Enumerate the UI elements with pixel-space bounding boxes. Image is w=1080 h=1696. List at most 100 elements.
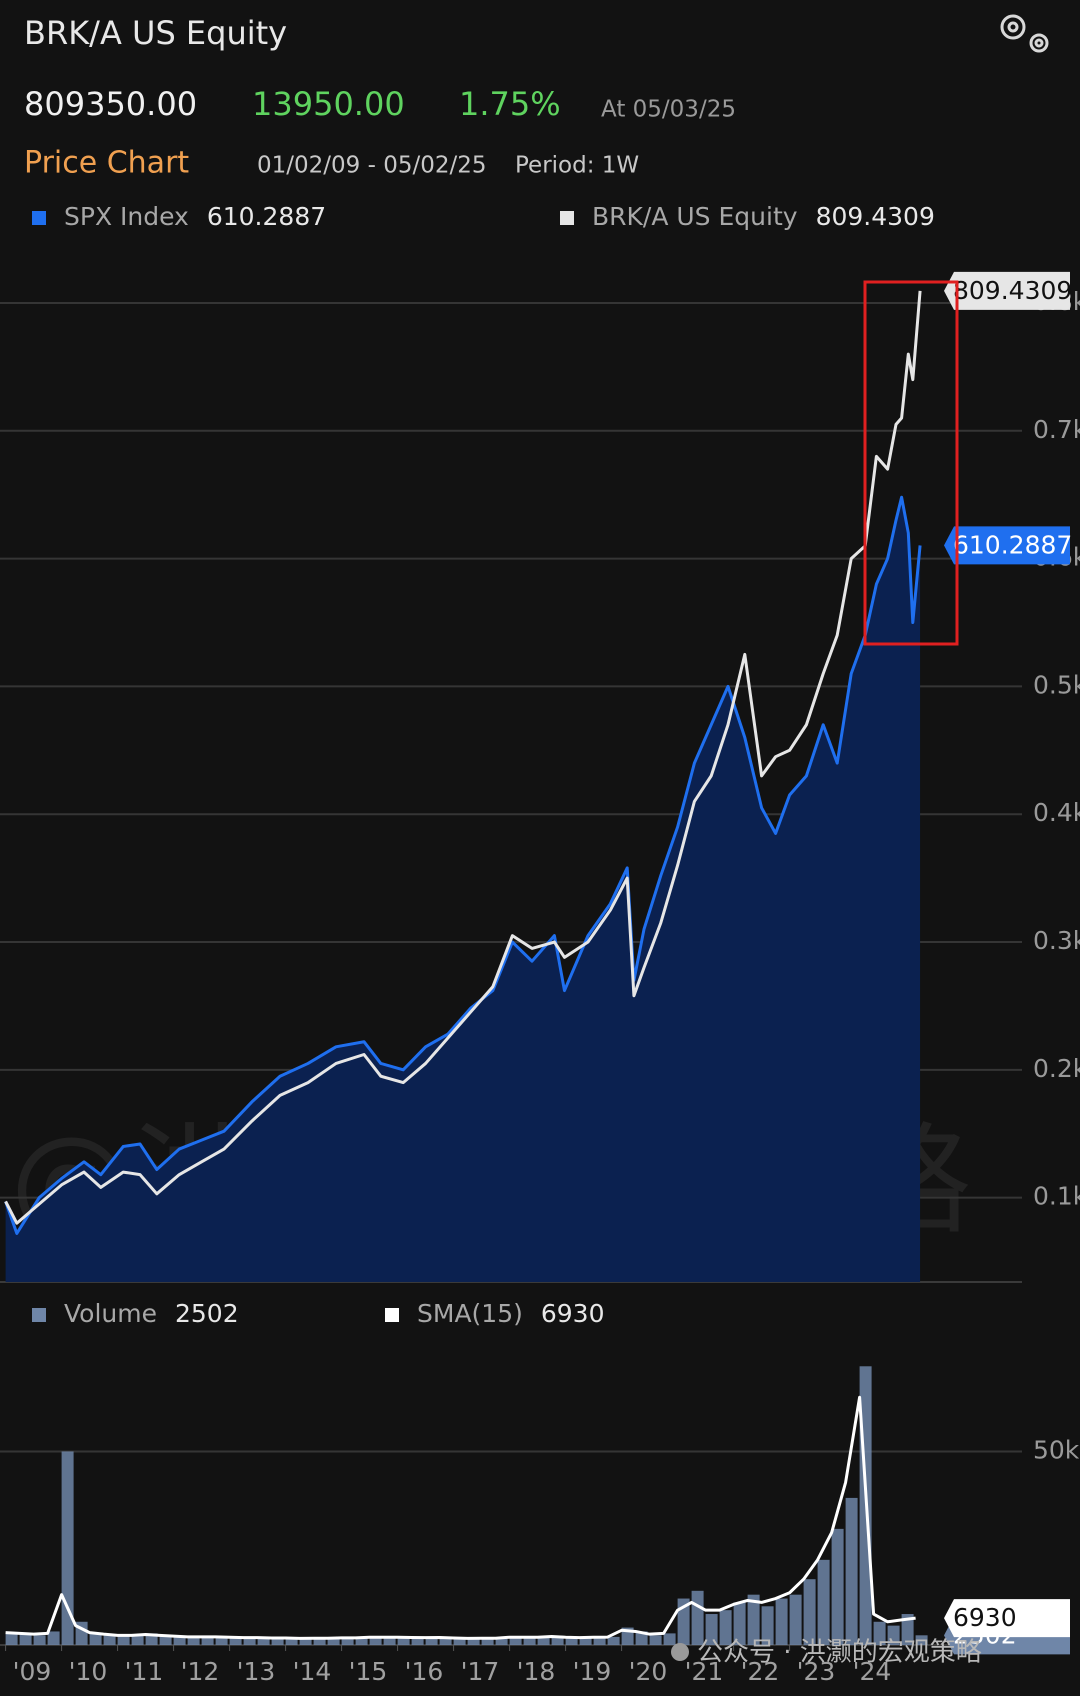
bar — [761, 1606, 774, 1645]
bar — [145, 1633, 158, 1645]
y-tick-label: 0.3k — [1033, 926, 1080, 955]
legend-label: SMA(15) — [417, 1299, 523, 1328]
y-tick-label: 0.2k — [1033, 1054, 1080, 1083]
bar — [439, 1637, 452, 1645]
period[interactable]: Period: 1W — [515, 153, 639, 179]
watermark-footer: 公众号 · 洪灏的宏观策略 — [697, 1638, 982, 1668]
date-range[interactable]: 01/02/09 - 05/02/25 — [257, 153, 487, 179]
bar — [355, 1638, 368, 1645]
x-tick-label: '22 — [741, 1657, 780, 1686]
bar — [593, 1637, 606, 1645]
x-tick-label: '20 — [629, 1657, 668, 1686]
bar — [411, 1637, 424, 1645]
bar — [481, 1638, 494, 1645]
legend-value: 2502 — [175, 1299, 239, 1328]
legend-value: 610.2887 — [207, 202, 326, 231]
bar — [453, 1638, 466, 1645]
y-tick-label: 0.4k — [1033, 798, 1080, 827]
bar — [425, 1638, 438, 1645]
last-price: 809350.00 — [24, 85, 197, 123]
bar — [33, 1635, 46, 1645]
x-tick-label: '15 — [349, 1657, 388, 1686]
bar — [887, 1625, 900, 1645]
value-tag-label: 610.2887 — [953, 530, 1072, 559]
bar — [5, 1633, 18, 1645]
bar — [551, 1635, 564, 1645]
x-tick-label: '17 — [461, 1657, 500, 1686]
bar — [383, 1637, 396, 1645]
bar — [215, 1636, 228, 1645]
bar — [733, 1602, 746, 1645]
y-tick-label: 0.1k — [1033, 1182, 1080, 1211]
value-tag-label: 809.4309 — [953, 276, 1072, 305]
bar — [803, 1579, 816, 1645]
legend-value: 809.4309 — [816, 202, 935, 231]
bar — [467, 1638, 480, 1645]
wechat-icon — [671, 1643, 689, 1661]
bar — [397, 1636, 410, 1645]
bar — [579, 1638, 592, 1645]
bar — [817, 1559, 830, 1645]
bar — [117, 1636, 130, 1645]
bar — [19, 1634, 32, 1645]
bar — [229, 1638, 242, 1645]
value-tag-label: 6930 — [953, 1603, 1017, 1632]
as-of: At 05/03/25 — [601, 97, 736, 123]
x-tick-label: '14 — [293, 1657, 332, 1686]
x-tick-label: '16 — [405, 1657, 444, 1686]
bar — [649, 1635, 662, 1645]
x-tick-label: '10 — [69, 1657, 108, 1686]
bar — [299, 1638, 312, 1645]
legend-swatch — [560, 211, 574, 225]
legend-swatch — [32, 211, 46, 225]
bar — [47, 1631, 60, 1645]
bar — [565, 1637, 578, 1645]
bar — [159, 1636, 172, 1645]
x-tick-label: '12 — [181, 1657, 220, 1686]
line — [5, 1395, 916, 1640]
bar — [89, 1633, 102, 1645]
title: BRK/A US Equity — [24, 14, 287, 52]
bar — [495, 1638, 508, 1645]
legend-swatch — [385, 1308, 399, 1322]
x-tick-label: '19 — [573, 1657, 612, 1686]
bar — [915, 1635, 928, 1645]
value-tag — [944, 526, 1070, 565]
bar — [103, 1635, 116, 1645]
bar — [705, 1614, 718, 1645]
x-tick-label: '21 — [685, 1657, 724, 1686]
bar — [201, 1637, 214, 1645]
bar — [901, 1614, 914, 1645]
y-tick-label: 50k — [1033, 1435, 1080, 1464]
bar — [719, 1610, 732, 1645]
bar — [131, 1635, 144, 1645]
settings-icon[interactable] — [1000, 14, 1049, 53]
legend-label: Volume — [64, 1299, 157, 1328]
bar — [369, 1636, 382, 1645]
line — [4, 290, 922, 1225]
x-tick-label: '23 — [797, 1657, 836, 1686]
y-tick-label: 0.7k — [1033, 415, 1080, 444]
bar — [523, 1637, 536, 1645]
y-tick-label: 0.5k — [1033, 670, 1080, 699]
line — [4, 495, 922, 1235]
chart-label[interactable]: Price Chart — [24, 146, 189, 181]
legend-label: SPX Index — [64, 202, 189, 231]
bar — [635, 1631, 648, 1645]
bar — [845, 1497, 858, 1645]
bar — [747, 1594, 760, 1645]
change-pct: 1.75% — [459, 85, 561, 123]
bar — [607, 1636, 620, 1645]
bar — [663, 1633, 676, 1645]
x-tick-label: '09 — [13, 1657, 52, 1686]
bar — [271, 1638, 284, 1645]
bar — [789, 1594, 802, 1645]
x-tick-label: '13 — [237, 1657, 276, 1686]
bar — [831, 1528, 844, 1645]
bar — [285, 1638, 298, 1645]
change: 13950.00 — [252, 85, 405, 123]
bar — [61, 1451, 74, 1645]
x-tick-label: '11 — [125, 1657, 164, 1686]
value-tag — [944, 1599, 1070, 1638]
